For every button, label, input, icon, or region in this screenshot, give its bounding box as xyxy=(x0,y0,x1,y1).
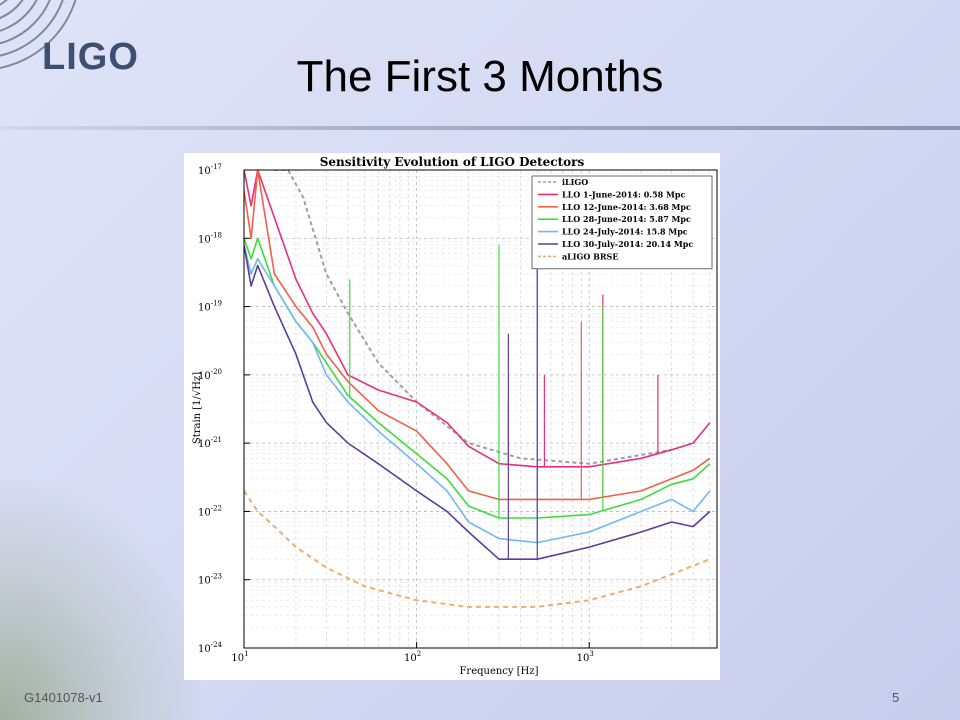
legend-label-2: LLO 12-June-2014: 3.68 Mpc xyxy=(562,202,691,212)
x-tick-label-1: 102 xyxy=(404,650,421,664)
background-corner-shade xyxy=(0,480,200,720)
page-number: 5 xyxy=(892,690,900,705)
series-line-4 xyxy=(244,244,711,544)
title-divider xyxy=(0,126,960,130)
slide-title: The First 3 Months xyxy=(296,52,664,101)
series-line-5 xyxy=(244,244,711,561)
sensitivity-chart: Sensitivity Evolution of LIGO Detectors … xyxy=(184,153,720,680)
y-tick-label-6: 10-23 xyxy=(198,573,222,587)
chart-svg: Sensitivity Evolution of LIGO Detectors … xyxy=(192,155,718,677)
legend-label-3: LLO 28-June-2014: 5.87 Mpc xyxy=(562,214,691,224)
x-tick-label-0: 101 xyxy=(231,650,248,664)
y-tick-label-1: 10-18 xyxy=(198,231,222,245)
legend-label-0: iLIGO xyxy=(562,177,588,187)
y-tick-label-7: 10-24 xyxy=(198,641,223,655)
plot-border xyxy=(243,169,718,649)
x-axis-label: Frequency [Hz] xyxy=(459,666,538,677)
y-axis-label: Strain [1/√Hz] xyxy=(192,372,203,444)
y-tick-label-5: 10-22 xyxy=(198,504,222,518)
legend: iLIGO LLO 1-June-2014: 0.58 Mpc LLO 12-Jun… xyxy=(531,175,713,270)
series-line-0 xyxy=(274,170,672,465)
document-id: G1401078-v1 xyxy=(24,690,103,705)
y-tick-label-0: 10-17 xyxy=(198,163,222,177)
series-line-1 xyxy=(244,170,711,468)
y-tick-label-3: 10-20 xyxy=(198,368,222,382)
series-line-6 xyxy=(244,490,711,608)
series-layer xyxy=(244,170,711,608)
y-tick-label-4: 10-21 xyxy=(198,436,222,450)
legend-label-6: aLIGO BRSE xyxy=(562,251,618,261)
legend-box xyxy=(531,175,713,270)
ligo-logo: LIGO xyxy=(42,36,139,78)
series-line-2 xyxy=(244,170,711,501)
y-tick-label-2: 10-19 xyxy=(198,300,222,314)
series-group xyxy=(244,170,711,608)
legend-label-1: LLO 1-June-2014: 0.58 Mpc xyxy=(562,189,685,199)
legend-label-4: LLO 24-July-2014: 15.8 Mpc xyxy=(562,227,688,237)
x-tick-label-2: 103 xyxy=(577,650,594,664)
chart-title: Sensitivity Evolution of LIGO Detectors xyxy=(320,155,585,169)
axes: 101 102 103 10-17 10-18 10-19 10-20 10-21 10-22 1… xyxy=(198,163,718,664)
legend-label-5: LLO 30-July-2014: 20.14 Mpc xyxy=(562,239,693,249)
